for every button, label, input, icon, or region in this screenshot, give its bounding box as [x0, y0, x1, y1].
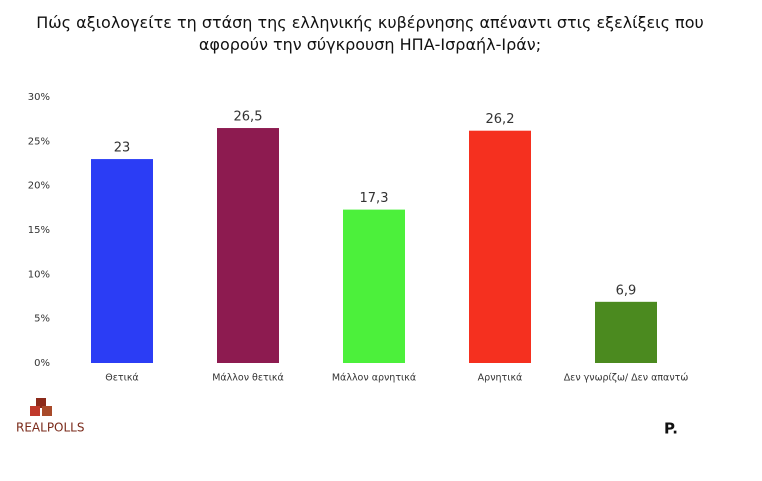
- x-tick-label: Μάλλον θετικά: [212, 373, 284, 384]
- logo-text: REALPOLLS: [16, 421, 84, 435]
- bar: [91, 159, 153, 363]
- realpolls-logo: REALPOLLS: [16, 398, 84, 435]
- x-tick-label: Θετικά: [105, 373, 138, 384]
- logo-block: [30, 406, 40, 416]
- chart-title: Πώς αξιολογείτε τη στάση της ελληνικής κ…: [36, 13, 704, 54]
- y-tick-label: 20%: [28, 181, 50, 192]
- logo-block: [36, 398, 46, 408]
- x-tick-label: Μάλλον αρνητικά: [332, 373, 416, 384]
- y-tick-label: 5%: [34, 314, 50, 325]
- y-tick-label: 0%: [34, 358, 50, 369]
- y-tick-label: 10%: [28, 269, 50, 280]
- x-tick-label: Δεν γνωρίζω/ Δεν απαντώ: [564, 373, 689, 384]
- logo-block: [42, 406, 52, 416]
- value-label: 26,5: [234, 110, 263, 125]
- value-label: 6,9: [616, 283, 637, 298]
- x-tick-label: Αρνητικά: [478, 373, 523, 384]
- y-tick-label: 15%: [28, 225, 50, 236]
- logo-p: P.: [664, 420, 678, 438]
- value-label: 17,3: [360, 191, 389, 206]
- y-tick-label: 25%: [28, 136, 50, 147]
- value-label: 23: [114, 141, 131, 156]
- bar: [343, 209, 405, 363]
- value-label: 26,2: [486, 112, 515, 127]
- y-tick-label: 30%: [28, 92, 50, 103]
- bar: [217, 128, 279, 363]
- bar: [595, 301, 657, 363]
- bar: [469, 130, 531, 363]
